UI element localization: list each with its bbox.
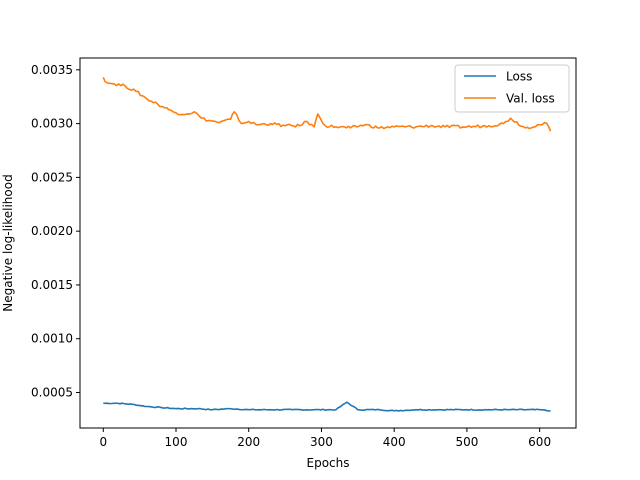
legend: Loss Val. loss — [454, 64, 570, 113]
x-tick-label: 200 — [237, 435, 260, 449]
series-layer — [102, 77, 552, 412]
legend-label-val-loss: Val. loss — [506, 92, 555, 106]
y-tick-label: 0.0015 — [31, 278, 73, 292]
x-tick-label: 600 — [528, 435, 551, 449]
plot-frame — [79, 57, 577, 429]
y-axis-label: Negative log-likelihood — [1, 174, 15, 311]
x-tick-label: 0 — [99, 435, 107, 449]
x-tick-label: 100 — [165, 435, 188, 449]
y-tick-label: 0.0010 — [31, 332, 73, 346]
series-line-loss — [103, 401, 551, 412]
y-tick-label: 0.0025 — [31, 170, 73, 184]
series-line-val-loss — [102, 77, 552, 132]
y-tick-label: 0.0035 — [31, 63, 73, 77]
y-tick-label: 0.0005 — [31, 386, 73, 400]
y-tick-label: 0.0020 — [31, 224, 73, 238]
x-tick-label: 400 — [383, 435, 406, 449]
x-tick-label: 300 — [310, 435, 333, 449]
x-axis-label: Epochs — [307, 456, 350, 470]
y-tick-label: 0.0030 — [31, 117, 73, 131]
plot-area — [80, 58, 576, 428]
y-axis-ticks: 0.0005 0.0010 0.0015 0.0020 0.0025 0.0030 0.00… — [31, 63, 80, 400]
legend-label-loss: Loss — [506, 70, 532, 84]
x-tick-label: 500 — [455, 435, 478, 449]
x-axis-ticks: 0 100 200 300 400 500 600 — [99, 428, 551, 449]
